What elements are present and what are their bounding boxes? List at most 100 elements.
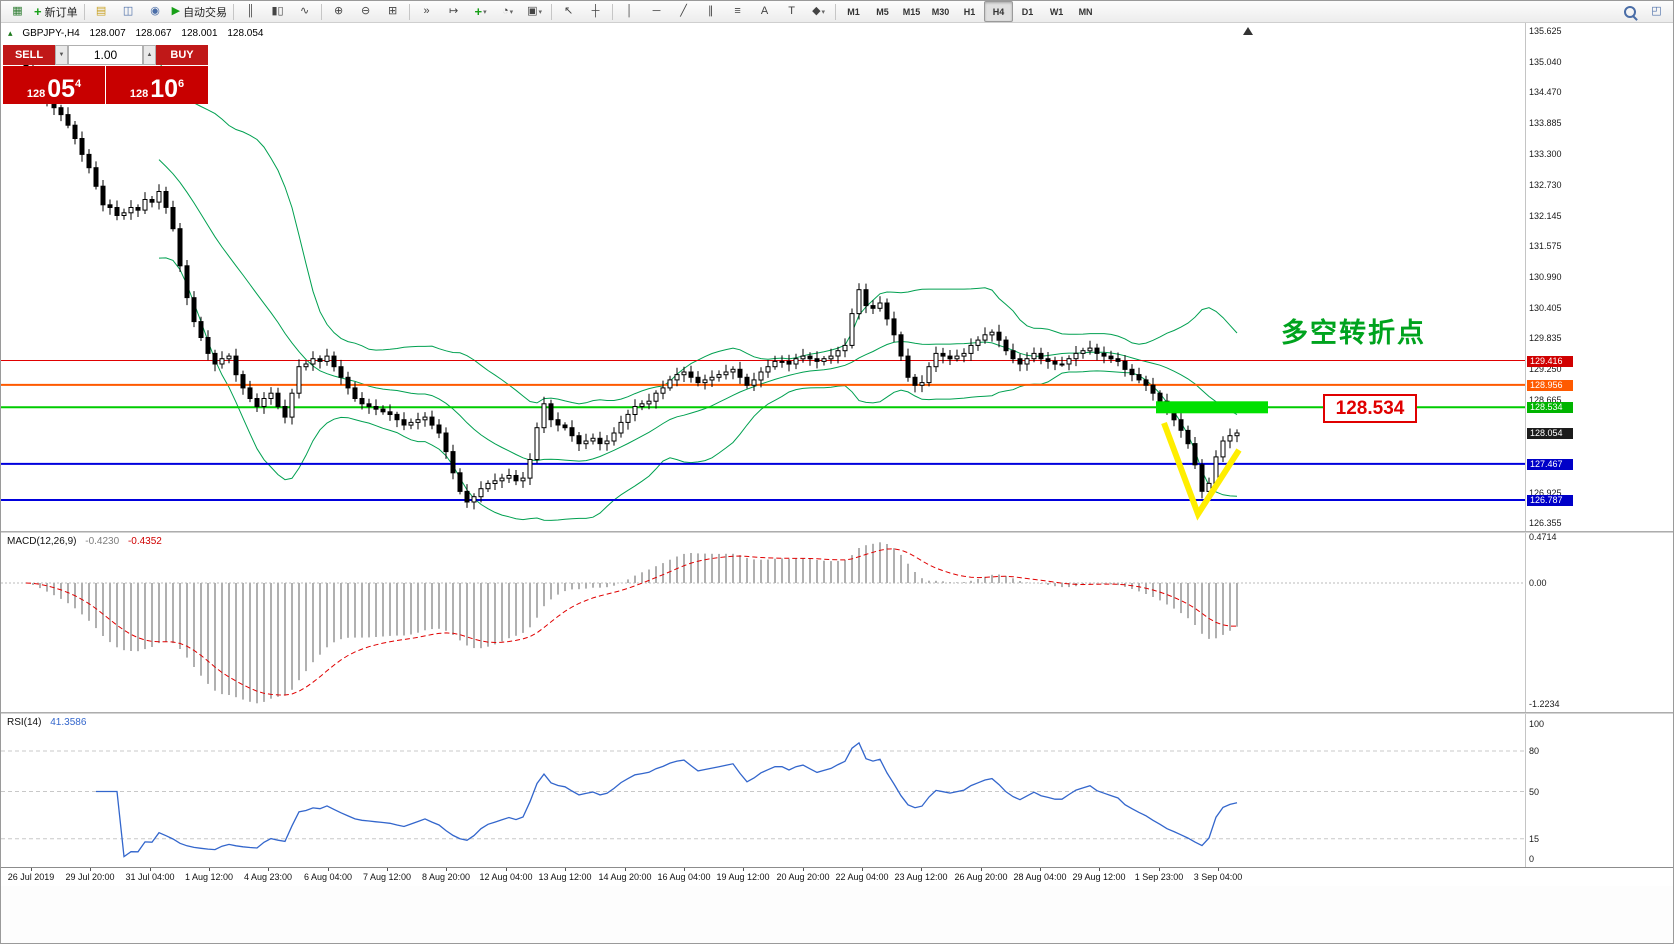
time-axis-tick xyxy=(803,868,804,871)
time-axis-tick xyxy=(328,868,329,871)
price-axis-highlight-label: 126.787 xyxy=(1527,495,1573,506)
bollinger-bands xyxy=(158,60,1238,521)
volume-input[interactable]: 1.00 xyxy=(68,45,143,65)
v-shape-drawing[interactable] xyxy=(1161,421,1242,521)
axis-label: 50 xyxy=(1529,787,1540,797)
time-axis-label: 8 Aug 20:00 xyxy=(421,872,471,882)
candlestick-chart-icon[interactable]: ▮▯ xyxy=(271,5,284,17)
chart-shift-marker[interactable] xyxy=(1243,27,1253,35)
axis-label: 80 xyxy=(1529,746,1540,756)
toolbar-separator xyxy=(233,3,235,20)
zoom-out-icon[interactable]: ⊖ xyxy=(360,5,371,17)
fibonacci-icon[interactable]: ≡ xyxy=(734,5,741,17)
macd-canvas[interactable] xyxy=(1,533,1525,712)
timeframe-w1-button[interactable]: W1 xyxy=(1049,6,1064,17)
time-axis-label: 20 Aug 20:00 xyxy=(776,872,830,882)
rsi-splitter[interactable] xyxy=(1,712,1673,714)
template-icon[interactable]: ▣ ▾ xyxy=(527,5,543,17)
timeframe-mn-button[interactable]: MN xyxy=(1078,6,1093,17)
main-toolbar: ▦ + 新订单 ▤ ◫ ◉ ▶ 自动交易 ║ ▮▯ ∿ ⊕ ⊖ ⊞ » ↦ + ▾ ◔ ▾ ▣ ▾ ↖ ┼ │ ─ ╱ ∥ ≡ A T ◆ ▾ M… xyxy=(1,1,1673,23)
volume-down-button[interactable]: ▼ xyxy=(55,45,68,65)
time-axis-label: 29 Aug 12:00 xyxy=(1072,872,1126,882)
sell-price-sup: 4 xyxy=(75,78,82,90)
time-axis-tick xyxy=(150,868,151,871)
timeframe-m1-button[interactable]: M1 xyxy=(847,6,860,17)
turning-point-annotation[interactable]: 多空转折点 xyxy=(1281,318,1426,348)
windows-icon[interactable]: ◰ xyxy=(1651,5,1662,17)
sell-price-prefix: 128 xyxy=(26,88,46,100)
line-chart-icon[interactable]: ∿ xyxy=(299,5,310,17)
shapes-icon[interactable]: ◆ ▾ xyxy=(812,5,826,17)
rsi-canvas[interactable] xyxy=(1,714,1525,867)
axis-label: 133.300 xyxy=(1529,149,1562,159)
buy-button[interactable]: BUY xyxy=(156,45,208,65)
indicators-icon[interactable]: + ▾ xyxy=(474,4,487,19)
price-callout[interactable]: 128.534 xyxy=(1323,394,1417,423)
app-chart-icon[interactable]: ▦ xyxy=(12,5,23,17)
timeframe-m15-button[interactable]: M15 xyxy=(902,6,921,17)
navigator-icon[interactable]: ◉ xyxy=(150,5,160,17)
label-icon[interactable]: T xyxy=(788,5,795,17)
ohlc-close: 128.054 xyxy=(227,28,264,39)
timeframe-m30-button[interactable]: M30 xyxy=(931,6,950,17)
timeframe-h4-button[interactable]: H4 xyxy=(984,1,1014,22)
auto-scroll-icon[interactable]: » xyxy=(423,5,430,17)
axis-label: 133.885 xyxy=(1529,118,1562,128)
axis-label: 132.730 xyxy=(1529,180,1562,190)
vertical-line-icon[interactable]: │ xyxy=(626,5,633,17)
time-axis-tick xyxy=(387,868,388,871)
time-axis-tick xyxy=(625,868,626,871)
toolbar-separator xyxy=(551,3,553,20)
timeframe-h1-button[interactable]: H1 xyxy=(963,6,976,17)
support-highlight[interactable] xyxy=(1156,401,1268,414)
sell-price-button[interactable]: 128 05 4 xyxy=(3,66,105,104)
time-axis-tick xyxy=(862,868,863,871)
price-chart-canvas[interactable] xyxy=(1,23,1525,531)
trendline-icon[interactable]: ╱ xyxy=(680,5,687,17)
toolbar-separator xyxy=(83,3,85,20)
timeframe-d1-button[interactable]: D1 xyxy=(1021,6,1034,17)
search-icon[interactable] xyxy=(1616,1,1643,22)
time-axis-label: 26 Aug 20:00 xyxy=(954,872,1008,882)
volume-up-button[interactable]: ▲ xyxy=(143,45,156,65)
templates-icon[interactable]: ▤ xyxy=(95,5,107,17)
axis-label: 100 xyxy=(1529,719,1545,729)
axis-label: 129.250 xyxy=(1529,364,1562,374)
periods-icon[interactable]: ◔ ▾ xyxy=(501,5,514,17)
zoom-in-icon[interactable]: ⊕ xyxy=(333,5,344,17)
new-order-button[interactable]: + 新订单 xyxy=(34,4,78,19)
channel-icon[interactable]: ∥ xyxy=(707,5,714,17)
macd-splitter[interactable] xyxy=(1,531,1673,533)
bar-chart-icon[interactable]: ║ xyxy=(246,5,255,17)
chart-shift-icon[interactable]: ↦ xyxy=(448,5,459,17)
buy-price-button[interactable]: 128 10 6 xyxy=(106,66,208,104)
timeframe-m5-button[interactable]: M5 xyxy=(876,6,889,17)
cursor-icon[interactable]: ↖ xyxy=(563,5,574,17)
time-axis-label: 7 Aug 12:00 xyxy=(362,872,412,882)
axis-label: 129.835 xyxy=(1529,333,1562,343)
crosshair-icon[interactable]: ┼ xyxy=(591,5,600,17)
axis-label: 0.00 xyxy=(1529,578,1547,588)
time-axis-label: 6 Aug 04:00 xyxy=(303,872,353,882)
time-axis-tick xyxy=(743,868,744,871)
time-axis[interactable]: 26 Jul 2019 29 Jul 20:00 31 Jul 04:00 1 Aug… xyxy=(1,867,1673,886)
time-axis-label: 29 Jul 20:00 xyxy=(65,872,115,882)
time-axis-tick xyxy=(446,868,447,871)
macd-signal-line xyxy=(25,548,1238,696)
tile-windows-icon[interactable]: ⊞ xyxy=(387,5,398,17)
buy-price-sup: 6 xyxy=(178,78,185,90)
price-axis-column[interactable]: 135.625 135.040 134.470 133.885 133.300 132.7… xyxy=(1527,1,1673,943)
time-axis-label: 13 Aug 12:00 xyxy=(538,872,592,882)
macd-name: MACD(12,26,9) xyxy=(7,536,77,547)
price-axis-highlight-label: 127.467 xyxy=(1527,459,1573,470)
rsi-value: 41.3586 xyxy=(50,717,87,728)
horizontal-line-icon[interactable]: ─ xyxy=(652,5,661,17)
auto-trading-button[interactable]: ▶ 自动交易 xyxy=(171,5,228,19)
time-axis-tick xyxy=(31,868,32,871)
time-axis-tick xyxy=(209,868,210,871)
sell-button[interactable]: SELL xyxy=(3,45,55,65)
text-icon[interactable]: A xyxy=(760,5,769,17)
horizontal-level-lines[interactable] xyxy=(1,360,1525,501)
market-watch-icon[interactable]: ◫ xyxy=(122,5,134,17)
